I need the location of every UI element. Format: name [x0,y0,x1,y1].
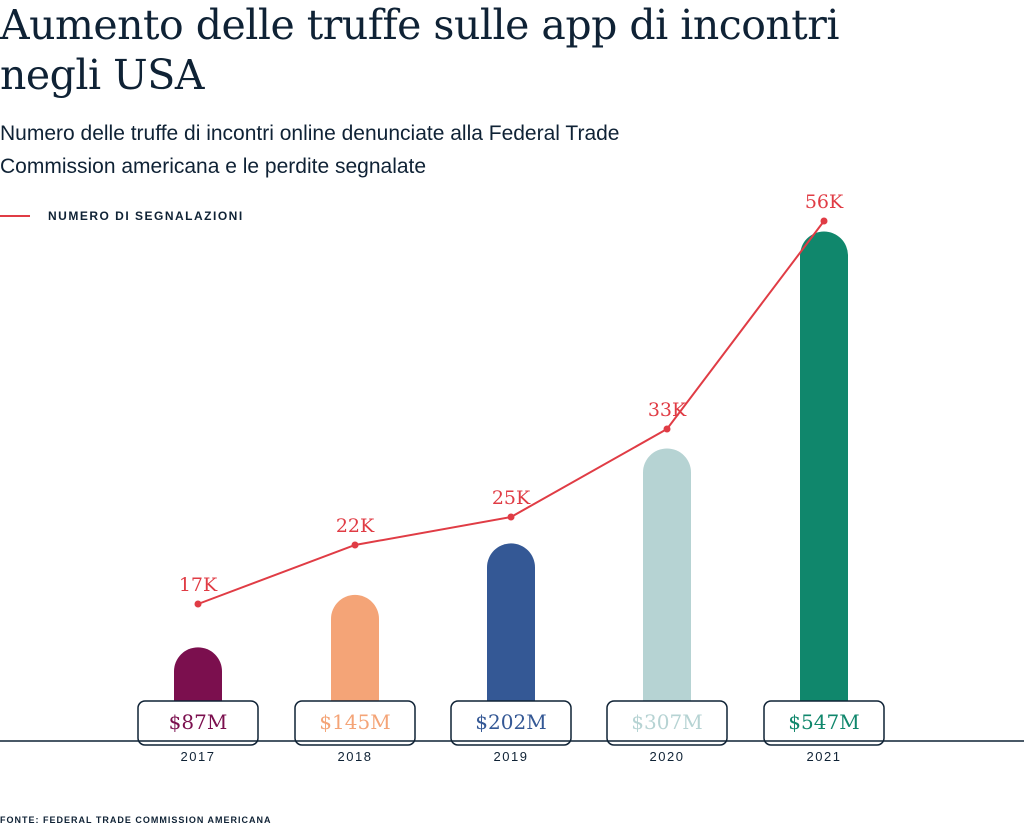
x-tick-label: 2021 [807,749,842,764]
chart-subtitle: Numero delle truffe di incontri online d… [0,122,620,178]
bar-value-label: $202M [475,710,546,734]
line-value-label: 33K [648,399,687,421]
bar-value-label: $145M [319,710,390,734]
x-tick-label: 2017 [181,749,216,764]
value-label-box [294,700,416,746]
value-label-box [763,700,885,746]
line-point-2020 [663,425,671,433]
x-tick-label: 2020 [650,749,685,764]
line-value-label: 22K [336,515,375,537]
line-value-label: 25K [492,487,531,509]
source-note: FONTE: FEDERAL TRADE COMMISSION AMERICAN… [0,815,272,825]
x-tick-label: 2018 [338,749,373,764]
x-tick-label: 2019 [494,749,529,764]
line-point-2017 [194,600,202,608]
legend-line-swatch [0,215,30,217]
bar-value-label: $547M [788,710,859,734]
legend: NUMERO DI SEGNALAZIONI [0,209,244,223]
line-point-2018 [351,541,359,549]
chart-title: Aumento delle truffe sulle app di incont… [0,1,840,99]
value-label-box [606,700,728,746]
bar-2019 [487,543,535,741]
bar-value-label: $307M [631,710,702,734]
legend-label: NUMERO DI SEGNALAZIONI [48,209,244,223]
bar-2021 [800,231,848,741]
line-point-2019 [507,513,515,521]
value-label-box [137,700,259,746]
line-value-label: 17K [179,574,218,596]
line-value-label: 56K [805,191,844,213]
bar-value-label: $87M [169,710,228,734]
value-label-box [450,700,572,746]
bar-2020 [643,448,691,741]
line-point-2021 [820,217,828,225]
